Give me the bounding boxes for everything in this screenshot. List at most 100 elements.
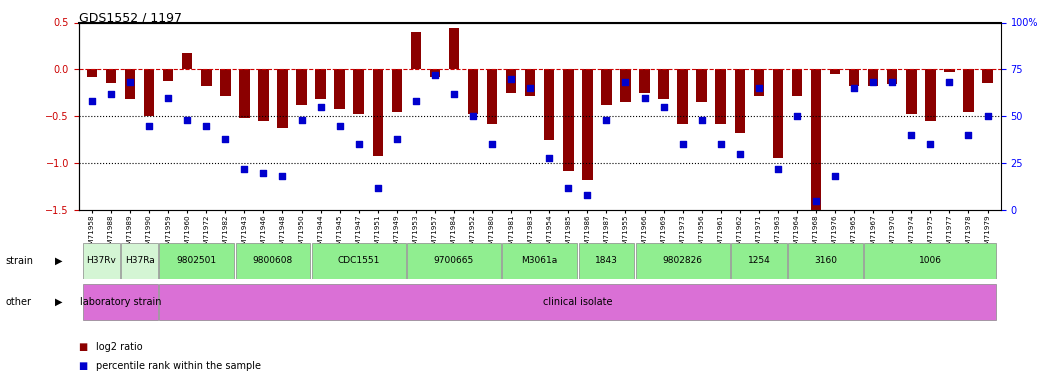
Text: H37Rv: H37Rv — [87, 256, 116, 265]
Bar — [925, 69, 936, 121]
Point — [808, 198, 825, 204]
Bar — [563, 69, 573, 171]
Text: log2 ratio: log2 ratio — [96, 342, 143, 352]
Bar — [658, 69, 669, 99]
Bar — [372, 69, 383, 156]
Bar — [106, 69, 116, 84]
Text: ■: ■ — [79, 342, 88, 352]
Point — [427, 72, 443, 78]
Text: 1254: 1254 — [747, 256, 770, 265]
Point — [369, 184, 386, 190]
Bar — [449, 28, 459, 69]
Point — [617, 80, 634, 86]
Point — [578, 192, 595, 198]
Bar — [392, 69, 402, 112]
Point — [350, 141, 367, 147]
Bar — [430, 69, 440, 77]
Bar — [334, 69, 345, 109]
Bar — [865, 243, 997, 279]
Point — [636, 94, 653, 100]
Text: H37Ra: H37Ra — [125, 256, 154, 265]
Text: 3160: 3160 — [814, 256, 837, 265]
Point — [255, 170, 271, 176]
Bar — [830, 69, 840, 74]
Bar — [297, 69, 307, 105]
Bar — [411, 32, 421, 69]
Bar — [811, 69, 822, 218]
Bar — [220, 69, 231, 96]
Bar — [258, 69, 268, 121]
Bar — [83, 243, 119, 279]
Point — [846, 85, 863, 91]
Bar — [754, 69, 764, 96]
Point — [293, 117, 310, 123]
Bar — [636, 243, 729, 279]
Bar — [944, 69, 955, 72]
Bar — [907, 69, 917, 114]
Point — [464, 113, 481, 119]
Bar — [887, 69, 897, 84]
Bar — [159, 243, 234, 279]
Bar — [735, 69, 745, 133]
Point — [179, 117, 196, 123]
Bar — [239, 69, 249, 118]
Bar — [83, 284, 158, 320]
Text: GDS1552 / 1197: GDS1552 / 1197 — [79, 11, 181, 24]
Bar — [677, 69, 687, 124]
Bar — [353, 69, 364, 114]
Bar — [315, 69, 326, 99]
Point — [84, 98, 101, 104]
Point — [827, 173, 844, 179]
Point — [140, 123, 157, 129]
Bar — [125, 69, 135, 99]
Bar — [278, 69, 288, 128]
Bar — [506, 69, 517, 93]
Text: strain: strain — [5, 256, 34, 266]
Text: clinical isolate: clinical isolate — [543, 297, 613, 307]
Bar — [467, 69, 478, 114]
Text: laboratory strain: laboratory strain — [80, 297, 161, 307]
Point — [103, 91, 119, 97]
Point — [788, 113, 805, 119]
Bar — [697, 69, 707, 102]
Point — [122, 80, 138, 86]
Point — [674, 141, 691, 147]
Text: percentile rank within the sample: percentile rank within the sample — [96, 361, 261, 370]
Text: 1843: 1843 — [595, 256, 618, 265]
Point — [732, 151, 748, 157]
Bar — [182, 53, 193, 69]
Bar — [236, 243, 310, 279]
Bar — [407, 243, 501, 279]
Point — [217, 136, 234, 142]
Bar — [963, 69, 974, 112]
Point — [769, 166, 786, 172]
Bar — [162, 69, 173, 81]
Point — [445, 91, 462, 97]
Point — [941, 80, 958, 86]
Point — [598, 117, 615, 123]
Point — [903, 132, 920, 138]
Point — [541, 154, 558, 160]
Point — [408, 98, 424, 104]
Point — [865, 80, 881, 86]
Bar — [602, 69, 612, 105]
Point — [750, 85, 767, 91]
Bar — [868, 69, 878, 86]
Point — [389, 136, 406, 142]
Point — [312, 104, 329, 110]
Bar — [982, 69, 992, 84]
Point — [484, 141, 501, 147]
Text: ■: ■ — [79, 361, 88, 370]
Text: ▶: ▶ — [54, 256, 62, 266]
Point — [275, 173, 291, 179]
Bar — [144, 69, 154, 116]
Point — [979, 113, 996, 119]
Bar — [87, 69, 97, 77]
Bar — [716, 69, 726, 124]
Bar — [544, 69, 554, 140]
Text: 9700665: 9700665 — [434, 256, 474, 265]
Point — [331, 123, 348, 129]
Bar — [582, 69, 592, 180]
Bar — [312, 243, 406, 279]
Bar — [788, 243, 863, 279]
